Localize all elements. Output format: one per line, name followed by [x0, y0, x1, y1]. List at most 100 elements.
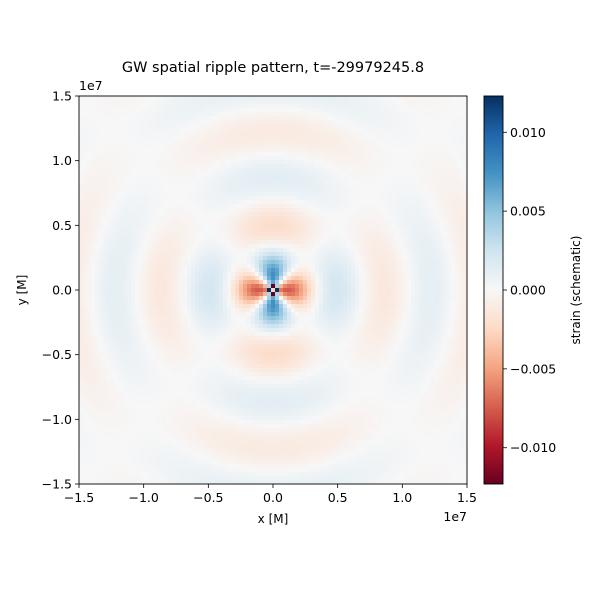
heatmap-cell — [459, 292, 464, 297]
heatmap-cell — [355, 264, 360, 269]
heatmap-cell — [271, 180, 276, 185]
heatmap-cell — [327, 244, 332, 249]
heatmap-cell — [223, 196, 228, 201]
heatmap-cell — [407, 216, 412, 221]
heatmap-cell — [287, 204, 292, 209]
heatmap-cell — [415, 204, 420, 209]
heatmap-cell — [455, 240, 460, 245]
heatmap-cell — [223, 224, 228, 229]
heatmap-cell — [171, 176, 176, 181]
heatmap-cell — [343, 164, 348, 169]
heatmap-cell — [259, 240, 264, 245]
heatmap-cell — [115, 220, 120, 225]
heatmap-cell — [203, 248, 208, 253]
heatmap-cell — [391, 132, 396, 137]
heatmap-cell — [239, 132, 244, 137]
heatmap-cell — [275, 192, 280, 197]
heatmap-cell — [455, 204, 460, 209]
heatmap-cell — [183, 108, 188, 113]
heatmap-cell — [331, 288, 336, 293]
heatmap-cell — [283, 276, 288, 281]
heatmap-cell — [395, 112, 400, 117]
heatmap-cell — [199, 300, 204, 305]
heatmap-cell — [291, 116, 296, 121]
heatmap-cell — [163, 300, 168, 305]
heatmap-cell — [299, 296, 304, 301]
heatmap-cell — [387, 220, 392, 225]
heatmap-cell — [319, 144, 324, 149]
heatmap-cell — [259, 228, 264, 233]
heatmap-cell — [171, 124, 176, 129]
heatmap-cell — [111, 152, 116, 157]
heatmap-cell — [283, 188, 288, 193]
heatmap-cell — [327, 156, 332, 161]
heatmap-cell — [387, 128, 392, 133]
heatmap-cell — [343, 152, 348, 157]
heatmap-cell — [379, 208, 384, 213]
heatmap-cell — [451, 228, 456, 233]
heatmap-cell — [207, 248, 212, 253]
heatmap-cell — [187, 196, 192, 201]
heatmap-cell — [411, 244, 416, 249]
heatmap-cell — [395, 100, 400, 105]
heatmap-cell — [447, 212, 452, 217]
heatmap-cell — [299, 168, 304, 173]
heatmap-cell — [335, 96, 340, 101]
heatmap-cell — [351, 168, 356, 173]
heatmap-cell — [375, 120, 380, 125]
heatmap-cell — [251, 132, 256, 137]
heatmap-cell — [239, 216, 244, 221]
heatmap-cell — [255, 192, 260, 197]
heatmap-cell — [355, 160, 360, 165]
heatmap-cell — [351, 148, 356, 153]
heatmap-cell — [395, 216, 400, 221]
heatmap-cell — [339, 248, 344, 253]
heatmap-cell — [243, 148, 248, 153]
heatmap-cell — [91, 284, 96, 289]
heatmap-cell — [263, 284, 268, 289]
heatmap-cell — [355, 132, 360, 137]
heatmap-cell — [107, 300, 112, 305]
heatmap-cell — [331, 244, 336, 249]
heatmap-cell — [139, 232, 144, 237]
heatmap-cell — [207, 192, 212, 197]
heatmap-cell — [399, 136, 404, 141]
heatmap-cell — [179, 96, 184, 101]
heatmap-cell — [163, 244, 168, 249]
heatmap-cell — [231, 216, 236, 221]
heatmap-cell — [295, 172, 300, 177]
heatmap-cell — [431, 252, 436, 257]
heatmap-cell — [179, 208, 184, 213]
heatmap-cell — [187, 256, 192, 261]
heatmap-cell — [183, 288, 188, 293]
heatmap-cell — [143, 112, 148, 117]
heatmap-cell — [375, 256, 380, 261]
heatmap-cell — [323, 144, 328, 149]
heatmap-cell — [307, 224, 312, 229]
heatmap-cell — [127, 148, 132, 153]
heatmap-cell — [407, 140, 412, 145]
heatmap-cell — [387, 288, 392, 293]
heatmap-cell — [459, 256, 464, 261]
heatmap-cell — [231, 144, 236, 149]
heatmap-cell — [463, 196, 467, 201]
heatmap-cell — [87, 228, 92, 233]
heatmap-cell — [391, 168, 396, 173]
heatmap-cell — [131, 296, 136, 301]
heatmap-cell — [91, 252, 96, 257]
heatmap-cell — [439, 252, 444, 257]
heatmap-cell — [399, 108, 404, 113]
heatmap-cell — [219, 140, 224, 145]
heatmap-cell — [195, 164, 200, 169]
heatmap-cell — [115, 216, 120, 221]
heatmap-cell — [115, 292, 120, 297]
heatmap-cell — [275, 248, 280, 253]
heatmap-cell — [455, 280, 460, 285]
heatmap-cell — [403, 112, 408, 117]
heatmap-cell — [263, 180, 268, 185]
heatmap-cell — [303, 296, 308, 301]
heatmap-cell — [83, 240, 88, 245]
heatmap-cell — [291, 168, 296, 173]
heatmap-cell — [183, 144, 188, 149]
heatmap-cell — [87, 96, 92, 101]
